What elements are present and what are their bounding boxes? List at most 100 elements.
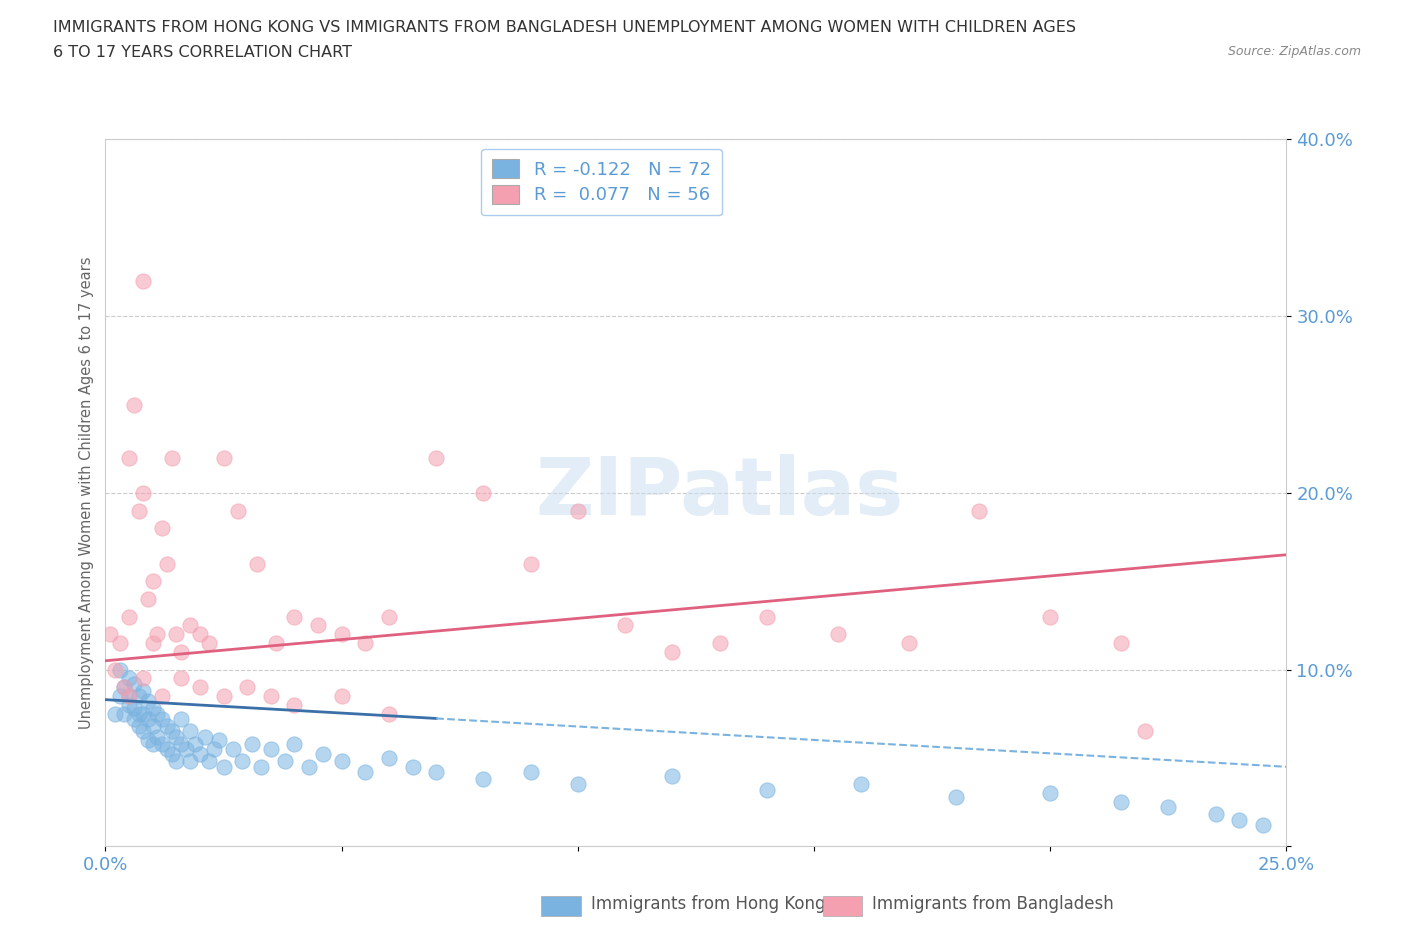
Point xyxy=(425,450,447,465)
Point xyxy=(150,521,173,536)
Point xyxy=(170,737,193,751)
Point xyxy=(1227,813,1250,828)
Y-axis label: Unemployment Among Women with Children Ages 6 to 17 years: Unemployment Among Women with Children A… xyxy=(79,257,94,729)
Text: Source: ZipAtlas.com: Source: ZipAtlas.com xyxy=(1227,45,1361,58)
Point xyxy=(142,719,165,734)
Point xyxy=(240,737,263,751)
Point xyxy=(1157,800,1180,815)
Point xyxy=(146,707,169,722)
Legend: R = -0.122   N = 72, R =  0.077   N = 56: R = -0.122 N = 72, R = 0.077 N = 56 xyxy=(481,149,721,215)
Point xyxy=(969,503,991,518)
Point xyxy=(142,636,165,651)
Point xyxy=(231,754,253,769)
Point xyxy=(136,591,159,606)
Point xyxy=(1205,807,1227,822)
Point xyxy=(472,772,495,787)
Point xyxy=(156,742,179,757)
Point xyxy=(1251,817,1274,832)
Point xyxy=(118,671,141,686)
Point xyxy=(132,273,155,288)
Point xyxy=(661,768,683,783)
Point xyxy=(222,742,245,757)
Point xyxy=(212,759,235,774)
Point xyxy=(401,759,423,774)
Point xyxy=(142,701,165,716)
Point xyxy=(472,485,495,500)
Point xyxy=(709,636,731,651)
Point xyxy=(132,684,155,698)
Point xyxy=(160,450,183,465)
Text: 6 TO 17 YEARS CORRELATION CHART: 6 TO 17 YEARS CORRELATION CHART xyxy=(53,45,353,60)
Point xyxy=(170,644,193,659)
Point xyxy=(128,707,150,722)
Point xyxy=(661,644,683,659)
Point xyxy=(827,627,849,642)
Point xyxy=(98,627,121,642)
Point xyxy=(146,729,169,744)
Point xyxy=(194,729,217,744)
Point xyxy=(330,627,353,642)
Text: ZIPatlas: ZIPatlas xyxy=(536,454,904,532)
Point xyxy=(297,759,319,774)
Point xyxy=(122,711,145,726)
Point xyxy=(160,747,183,762)
Point xyxy=(236,680,259,695)
Point xyxy=(132,707,155,722)
Point xyxy=(150,688,173,703)
Point xyxy=(179,618,201,633)
Point xyxy=(108,636,131,651)
Point xyxy=(208,733,231,748)
Point xyxy=(519,764,541,779)
Point xyxy=(330,688,353,703)
Point xyxy=(1109,794,1132,809)
Point xyxy=(1039,786,1062,801)
Point xyxy=(112,680,135,695)
Point xyxy=(307,618,329,633)
Point xyxy=(136,711,159,726)
Point xyxy=(519,556,541,571)
Point xyxy=(156,556,179,571)
Point xyxy=(755,782,778,797)
Point xyxy=(132,671,155,686)
Point xyxy=(188,680,211,695)
Point xyxy=(128,688,150,703)
Point xyxy=(212,688,235,703)
Point xyxy=(567,503,589,518)
Point xyxy=(112,707,135,722)
Point xyxy=(378,707,401,722)
Point xyxy=(250,759,273,774)
Point xyxy=(755,609,778,624)
Point xyxy=(132,724,155,738)
Point xyxy=(118,609,141,624)
Point xyxy=(354,764,377,779)
Point xyxy=(188,627,211,642)
Point xyxy=(122,676,145,691)
Point xyxy=(146,627,169,642)
Point xyxy=(150,711,173,726)
Point xyxy=(104,662,127,677)
Point xyxy=(112,680,135,695)
Point xyxy=(128,719,150,734)
Text: Immigrants from Bangladesh: Immigrants from Bangladesh xyxy=(872,895,1114,913)
Point xyxy=(283,698,305,712)
Point xyxy=(198,636,221,651)
Point xyxy=(136,694,159,709)
Point xyxy=(260,742,283,757)
Point xyxy=(170,671,193,686)
Point xyxy=(179,724,201,738)
Point xyxy=(122,397,145,412)
Point xyxy=(312,747,335,762)
Point xyxy=(198,754,221,769)
Point xyxy=(851,777,873,792)
Point xyxy=(945,790,967,804)
Point xyxy=(226,503,249,518)
Point xyxy=(108,662,131,677)
Point xyxy=(897,636,920,651)
Point xyxy=(283,609,305,624)
Point xyxy=(122,701,145,716)
Text: IMMIGRANTS FROM HONG KONG VS IMMIGRANTS FROM BANGLADESH UNEMPLOYMENT AMONG WOMEN: IMMIGRANTS FROM HONG KONG VS IMMIGRANTS … xyxy=(53,20,1077,35)
Point xyxy=(132,485,155,500)
Point xyxy=(260,688,283,703)
Point xyxy=(283,737,305,751)
Text: Immigrants from Hong Kong: Immigrants from Hong Kong xyxy=(591,895,825,913)
